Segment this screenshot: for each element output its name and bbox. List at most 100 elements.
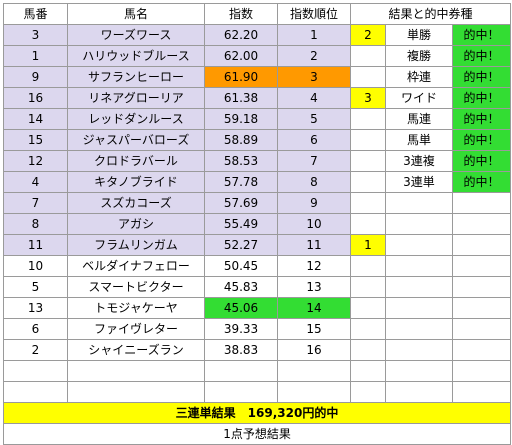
table-row: 6 ファイヴレター 39.33 15 bbox=[3, 318, 512, 340]
hit-mark bbox=[451, 213, 512, 235]
index-rank: 11 bbox=[277, 234, 351, 256]
finish-position bbox=[350, 318, 386, 340]
hit-mark: 的中！ bbox=[451, 150, 512, 172]
index-rank: 5 bbox=[277, 108, 351, 130]
index-value: 52.27 bbox=[204, 234, 278, 256]
blank-cell bbox=[204, 360, 278, 382]
blank-cell bbox=[277, 381, 351, 403]
hit-mark: 的中！ bbox=[451, 129, 512, 151]
horse-name: サフランヒーロー bbox=[67, 66, 205, 88]
table-row: 9 サフランヒーロー 61.90 3 枠連 的中！ bbox=[3, 66, 512, 88]
horse-name: ベルダイナフェロー bbox=[67, 255, 205, 277]
horse-name: スマートビクター bbox=[67, 276, 205, 298]
finish-position bbox=[350, 192, 386, 214]
bet-type: 単勝 bbox=[385, 24, 453, 46]
horse-name: シャイニーズラン bbox=[67, 339, 205, 361]
table-row: 10 ベルダイナフェロー 50.45 12 bbox=[3, 255, 512, 277]
table-row: 5 スマートビクター 45.83 13 bbox=[3, 276, 512, 298]
horse-number: 12 bbox=[3, 150, 68, 172]
blank-cell bbox=[350, 360, 386, 382]
index-rank: 3 bbox=[277, 66, 351, 88]
horse-number: 5 bbox=[3, 276, 68, 298]
horse-number: 7 bbox=[3, 192, 68, 214]
header-results: 結果と的中券種 bbox=[349, 3, 512, 25]
index-value: 61.90 bbox=[204, 66, 278, 88]
hit-mark: 的中！ bbox=[451, 66, 512, 88]
blank-row bbox=[3, 381, 512, 403]
blank-cell bbox=[451, 360, 512, 382]
horse-number: 11 bbox=[3, 234, 68, 256]
bet-type: 馬単 bbox=[385, 129, 453, 151]
caption-row: 1点予想結果 bbox=[2, 423, 512, 445]
table-row: 16 リネアグローリア 61.38 4 3 ワイド 的中！ bbox=[3, 87, 512, 109]
horse-number: 9 bbox=[3, 66, 68, 88]
table-caption: 1点予想結果 bbox=[2, 423, 512, 445]
table-row: 8 アガシ 55.49 10 bbox=[3, 213, 512, 235]
finish-position bbox=[350, 213, 386, 235]
table-row: 2 シャイニーズラン 38.83 16 bbox=[3, 339, 512, 361]
horse-name: リネアグローリア bbox=[67, 87, 205, 109]
horse-name: ジャスパーバローズ bbox=[67, 129, 205, 151]
hit-mark bbox=[451, 276, 512, 298]
horse-name: ハリウッドブルース bbox=[67, 45, 205, 67]
index-value: 57.69 bbox=[204, 192, 278, 214]
finish-position bbox=[350, 339, 386, 361]
finish-position bbox=[350, 276, 386, 298]
horse-number: 6 bbox=[3, 318, 68, 340]
hit-mark bbox=[451, 339, 512, 361]
index-rank: 7 bbox=[277, 150, 351, 172]
index-rank: 9 bbox=[277, 192, 351, 214]
index-value: 39.33 bbox=[204, 318, 278, 340]
index-rank: 4 bbox=[277, 87, 351, 109]
header-rank: 指数順位 bbox=[277, 3, 351, 25]
blank-cell bbox=[277, 360, 351, 382]
horse-number: 16 bbox=[3, 87, 68, 109]
result-row: 三連単結果 169,320円的中 bbox=[2, 402, 512, 424]
table-row: 13 トモジャケーヤ 45.06 14 bbox=[3, 297, 512, 319]
index-rank: 2 bbox=[277, 45, 351, 67]
index-rank: 1 bbox=[277, 24, 351, 46]
hit-mark: 的中！ bbox=[451, 45, 512, 67]
horse-number: 14 bbox=[3, 108, 68, 130]
hit-mark bbox=[451, 297, 512, 319]
index-rank: 10 bbox=[277, 213, 351, 235]
index-rank: 16 bbox=[277, 339, 351, 361]
bet-type bbox=[385, 339, 453, 361]
index-value: 61.38 bbox=[204, 87, 278, 109]
hit-mark: 的中！ bbox=[451, 87, 512, 109]
finish-position: 1 bbox=[350, 234, 386, 256]
hit-mark bbox=[451, 255, 512, 277]
header-number: 馬番 bbox=[3, 3, 68, 25]
horse-number: 13 bbox=[3, 297, 68, 319]
header-name: 馬名 bbox=[67, 3, 205, 25]
hit-mark: 的中！ bbox=[451, 24, 512, 46]
index-rank: 14 bbox=[277, 297, 351, 319]
horse-name: スズカコーズ bbox=[67, 192, 205, 214]
index-rank: 13 bbox=[277, 276, 351, 298]
finish-position bbox=[350, 150, 386, 172]
horse-name: アガシ bbox=[67, 213, 205, 235]
index-rank: 12 bbox=[277, 255, 351, 277]
horse-number: 15 bbox=[3, 129, 68, 151]
blank-cell bbox=[385, 381, 453, 403]
blank-cell bbox=[67, 360, 205, 382]
horse-number: 3 bbox=[3, 24, 68, 46]
bet-type bbox=[385, 192, 453, 214]
prediction-table: 馬番 馬名 指数 指数順位 結果と的中券種 3 ワーズワース 62.20 1 2 単勝 的中… bbox=[2, 3, 512, 445]
blank-cell bbox=[451, 381, 512, 403]
bet-type bbox=[385, 276, 453, 298]
finish-position bbox=[350, 171, 386, 193]
finish-position bbox=[350, 297, 386, 319]
horse-name: トモジャケーヤ bbox=[67, 297, 205, 319]
trifecta-result: 三連単結果 169,320円的中 bbox=[2, 402, 512, 424]
bet-type bbox=[385, 255, 453, 277]
finish-position bbox=[350, 66, 386, 88]
hit-mark: 的中！ bbox=[451, 171, 512, 193]
bet-type: 複勝 bbox=[385, 45, 453, 67]
index-value: 50.45 bbox=[204, 255, 278, 277]
index-value: 45.06 bbox=[204, 297, 278, 319]
index-value: 45.83 bbox=[204, 276, 278, 298]
index-value: 55.49 bbox=[204, 213, 278, 235]
index-value: 38.83 bbox=[204, 339, 278, 361]
table-row: 14 レッドダンルース 59.18 5 馬連 的中！ bbox=[3, 108, 512, 130]
